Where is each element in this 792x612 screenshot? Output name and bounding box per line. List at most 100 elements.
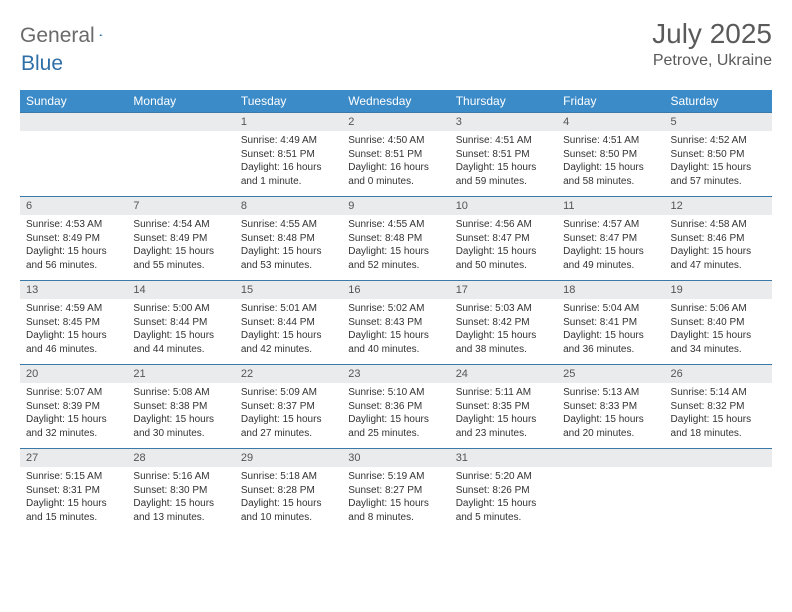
daylight-text: Daylight: 15 hours and 25 minutes. [348, 413, 443, 440]
sunset-text: Sunset: 8:51 PM [241, 148, 336, 162]
sunrise-text: Sunrise: 5:00 AM [133, 302, 228, 316]
weekday-thu: Thursday [450, 90, 557, 113]
daylight-text: Daylight: 15 hours and 8 minutes. [348, 497, 443, 524]
day-detail-cell: Sunrise: 5:14 AMSunset: 8:32 PMDaylight:… [665, 383, 772, 449]
weekday-row: Sunday Monday Tuesday Wednesday Thursday… [20, 90, 772, 113]
day-number-cell [127, 113, 234, 132]
day-detail-cell: Sunrise: 5:00 AMSunset: 8:44 PMDaylight:… [127, 299, 234, 365]
daylight-text: Daylight: 15 hours and 52 minutes. [348, 245, 443, 272]
day-number: 28 [133, 452, 145, 464]
day-number: 4 [563, 116, 569, 128]
day-number: 5 [671, 116, 677, 128]
sunrise-text: Sunrise: 5:09 AM [241, 386, 336, 400]
sunset-text: Sunset: 8:43 PM [348, 316, 443, 330]
day-number: 22 [241, 368, 253, 380]
weekday-fri: Friday [557, 90, 664, 113]
day-number: 20 [26, 368, 38, 380]
day-detail-cell: Sunrise: 4:59 AMSunset: 8:45 PMDaylight:… [20, 299, 127, 365]
day-number: 15 [241, 284, 253, 296]
day-number-cell: 28 [127, 449, 234, 468]
sunset-text: Sunset: 8:28 PM [241, 484, 336, 498]
sunset-text: Sunset: 8:38 PM [133, 400, 228, 414]
sunrise-text: Sunrise: 5:18 AM [241, 470, 336, 484]
day-number-cell: 5 [665, 113, 772, 132]
detail-row: Sunrise: 5:07 AMSunset: 8:39 PMDaylight:… [20, 383, 772, 449]
day-number: 26 [671, 368, 683, 380]
sunrise-text: Sunrise: 4:53 AM [26, 218, 121, 232]
calendar-body: 12345Sunrise: 4:49 AMSunset: 8:51 PMDayl… [20, 113, 772, 533]
day-detail-cell: Sunrise: 4:57 AMSunset: 8:47 PMDaylight:… [557, 215, 664, 281]
sunset-text: Sunset: 8:37 PM [241, 400, 336, 414]
day-number-cell: 10 [450, 197, 557, 216]
day-detail-cell: Sunrise: 4:55 AMSunset: 8:48 PMDaylight:… [342, 215, 449, 281]
day-number-cell: 31 [450, 449, 557, 468]
daylight-text: Daylight: 15 hours and 38 minutes. [456, 329, 551, 356]
calendar-table: Sunday Monday Tuesday Wednesday Thursday… [20, 90, 772, 532]
day-number-cell: 23 [342, 365, 449, 384]
day-detail-cell: Sunrise: 4:49 AMSunset: 8:51 PMDaylight:… [235, 131, 342, 197]
daylight-text: Daylight: 15 hours and 10 minutes. [241, 497, 336, 524]
day-number-cell [665, 449, 772, 468]
daylight-text: Daylight: 15 hours and 30 minutes. [133, 413, 228, 440]
day-number-cell: 25 [557, 365, 664, 384]
day-number: 25 [563, 368, 575, 380]
day-number-cell: 4 [557, 113, 664, 132]
day-detail-cell: Sunrise: 5:07 AMSunset: 8:39 PMDaylight:… [20, 383, 127, 449]
sunrise-text: Sunrise: 5:01 AM [241, 302, 336, 316]
day-number-cell: 7 [127, 197, 234, 216]
day-number-cell [557, 449, 664, 468]
day-number: 18 [563, 284, 575, 296]
day-detail-cell [127, 131, 234, 197]
daylight-text: Daylight: 15 hours and 58 minutes. [563, 161, 658, 188]
day-number: 23 [348, 368, 360, 380]
sunrise-text: Sunrise: 4:51 AM [563, 134, 658, 148]
title-location: Petrove, Ukraine [652, 52, 772, 70]
day-number-cell: 22 [235, 365, 342, 384]
daylight-text: Daylight: 15 hours and 18 minutes. [671, 413, 766, 440]
sunset-text: Sunset: 8:48 PM [348, 232, 443, 246]
sunset-text: Sunset: 8:41 PM [563, 316, 658, 330]
day-number: 30 [348, 452, 360, 464]
day-number: 31 [456, 452, 468, 464]
sunrise-text: Sunrise: 4:55 AM [241, 218, 336, 232]
day-detail-cell: Sunrise: 5:20 AMSunset: 8:26 PMDaylight:… [450, 467, 557, 532]
detail-row: Sunrise: 4:49 AMSunset: 8:51 PM Daylight:… [20, 131, 772, 197]
sunset-text: Sunset: 8:32 PM [671, 400, 766, 414]
daylight-text: Daylight: 15 hours and 47 minutes. [671, 245, 766, 272]
calendar-page: General July 2025 Petrove, Ukraine Blue … [0, 0, 792, 550]
day-number: 16 [348, 284, 360, 296]
daylight-text: Daylight: 15 hours and 46 minutes. [26, 329, 121, 356]
sunrise-text: Sunrise: 5:13 AM [563, 386, 658, 400]
day-number: 29 [241, 452, 253, 464]
sunset-text: Sunset: 8:50 PM [671, 148, 766, 162]
sunrise-text: Sunrise: 4:51 AM [456, 134, 551, 148]
day-number-cell: 14 [127, 281, 234, 300]
detail-row: Sunrise: 4:53 AMSunset: 8:49 PMDaylight:… [20, 215, 772, 281]
sunset-text: Sunset: 8:47 PM [456, 232, 551, 246]
daylight-text: Daylight: 15 hours and 13 minutes. [133, 497, 228, 524]
detail-row: Sunrise: 5:15 AMSunset: 8:31 PMDaylight:… [20, 467, 772, 532]
day-detail-cell: Sunrise: 5:19 AMSunset: 8:27 PMDaylight:… [342, 467, 449, 532]
day-number-cell: 8 [235, 197, 342, 216]
daylight-text: Daylight: 16 hours and 0 minutes. [348, 161, 443, 188]
weekday-tue: Tuesday [235, 90, 342, 113]
day-detail-cell: Sunrise: 4:50 AMSunset: 8:51 PMDaylight:… [342, 131, 449, 197]
day-number-cell: 2 [342, 113, 449, 132]
day-detail-cell: Sunrise: 5:09 AMSunset: 8:37 PMDaylight:… [235, 383, 342, 449]
day-number: 3 [456, 116, 462, 128]
day-detail-cell: Sunrise: 4:55 AMSunset: 8:48 PMDaylight:… [235, 215, 342, 281]
daylight-text: Daylight: 15 hours and 23 minutes. [456, 413, 551, 440]
daylight-text: Daylight: 15 hours and 50 minutes. [456, 245, 551, 272]
sunset-text: Sunset: 8:30 PM [133, 484, 228, 498]
day-number-cell: 17 [450, 281, 557, 300]
daylight-text: Daylight: 15 hours and 49 minutes. [563, 245, 658, 272]
sunrise-text: Sunrise: 4:50 AM [348, 134, 443, 148]
day-number: 19 [671, 284, 683, 296]
day-number-cell: 27 [20, 449, 127, 468]
daynum-row: 12345 [20, 113, 772, 132]
day-number: 14 [133, 284, 145, 296]
sunrise-text: Sunrise: 4:49 AM [241, 134, 336, 148]
day-detail-cell: Sunrise: 4:56 AMSunset: 8:47 PMDaylight:… [450, 215, 557, 281]
sunset-text: Sunset: 8:27 PM [348, 484, 443, 498]
daylight-text: Daylight: 15 hours and 59 minutes. [456, 161, 551, 188]
